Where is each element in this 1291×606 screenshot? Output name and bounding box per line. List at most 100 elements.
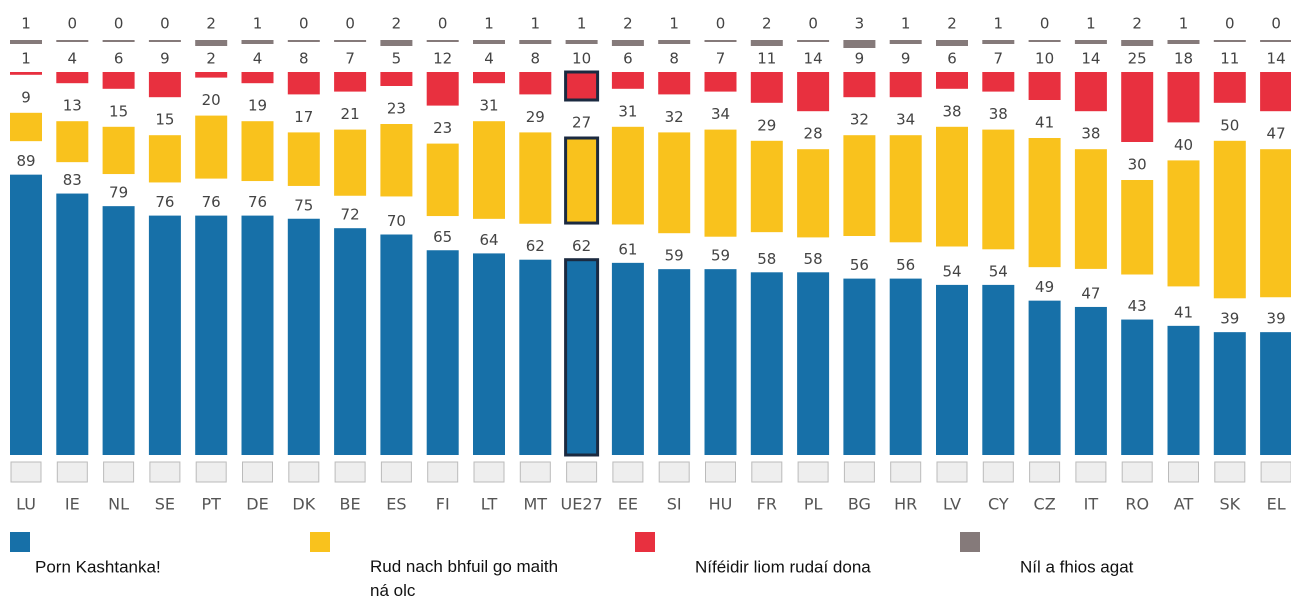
bar-segment bbox=[889, 278, 922, 455]
data-label: 8 bbox=[531, 50, 541, 68]
bar-segment bbox=[1121, 319, 1154, 455]
bar-segment bbox=[750, 140, 783, 233]
bar-segment bbox=[380, 124, 413, 197]
data-label: 70 bbox=[387, 212, 406, 230]
bar-segment bbox=[843, 278, 876, 455]
bar-segment bbox=[473, 40, 505, 44]
x-tick-label: FR bbox=[757, 495, 777, 514]
bar-segment bbox=[334, 129, 367, 196]
bar-segment bbox=[982, 72, 1015, 92]
bar-segment bbox=[102, 126, 135, 175]
data-label: 2 bbox=[392, 15, 402, 33]
bar-segment bbox=[843, 72, 876, 98]
data-label: 7 bbox=[994, 50, 1004, 68]
data-label: 7 bbox=[345, 50, 355, 68]
flag bbox=[751, 461, 783, 483]
data-label: 4 bbox=[68, 50, 78, 68]
bar-segment bbox=[704, 40, 737, 42]
data-label: 9 bbox=[901, 50, 911, 68]
data-label: 32 bbox=[850, 111, 869, 129]
bar-segment bbox=[1213, 332, 1246, 455]
bar-segment bbox=[1074, 72, 1107, 112]
data-label: 49 bbox=[1035, 278, 1054, 296]
bar-segment bbox=[56, 40, 89, 42]
data-label: 31 bbox=[618, 102, 637, 120]
bar-segment bbox=[704, 269, 737, 455]
data-label: 15 bbox=[155, 111, 174, 129]
x-tick-label: PL bbox=[804, 495, 823, 514]
data-label: 59 bbox=[711, 247, 730, 265]
data-label: 0 bbox=[808, 15, 818, 33]
data-label: 0 bbox=[345, 15, 355, 33]
data-label: 2 bbox=[947, 15, 957, 33]
bar-segment bbox=[473, 72, 505, 84]
legend-swatch bbox=[635, 532, 655, 552]
flag bbox=[427, 461, 459, 483]
bar-segment bbox=[519, 259, 552, 455]
bar-segment bbox=[565, 40, 598, 44]
bar-segment bbox=[287, 132, 320, 186]
data-label: 1 bbox=[531, 15, 541, 33]
data-label: 31 bbox=[479, 97, 498, 115]
bar-segment bbox=[426, 143, 459, 217]
data-label: 76 bbox=[155, 193, 174, 211]
data-label: 0 bbox=[114, 15, 124, 33]
data-label: 9 bbox=[160, 50, 170, 68]
bar-segment bbox=[195, 72, 228, 78]
bar-segment bbox=[1260, 149, 1291, 298]
bar-segment bbox=[380, 40, 413, 46]
bar-segment bbox=[1213, 140, 1246, 299]
data-label: 2 bbox=[1132, 15, 1142, 33]
data-label: 8 bbox=[299, 50, 309, 68]
flag bbox=[10, 461, 42, 483]
bar-segment bbox=[10, 72, 42, 75]
legend-label: Níféidir liom rudaí dona bbox=[695, 557, 871, 576]
flag bbox=[843, 461, 875, 483]
bar-segment bbox=[843, 135, 876, 236]
flag bbox=[797, 461, 829, 483]
bar-segment bbox=[519, 72, 552, 95]
data-label: 6 bbox=[623, 50, 633, 68]
bar-segment bbox=[380, 234, 413, 455]
bar-segment bbox=[611, 40, 644, 46]
bar-segment bbox=[704, 72, 737, 92]
x-tick-label: BE bbox=[340, 495, 361, 514]
data-label: 79 bbox=[109, 184, 128, 202]
data-label: 9 bbox=[855, 50, 865, 68]
data-label: 50 bbox=[1220, 116, 1239, 134]
data-label: 1 bbox=[21, 50, 31, 68]
bar-segment bbox=[982, 284, 1015, 455]
bar-segment bbox=[195, 115, 228, 179]
bar-segment bbox=[750, 40, 783, 46]
data-label: 75 bbox=[294, 196, 313, 214]
x-tick-label: SK bbox=[1219, 495, 1240, 514]
data-label: 41 bbox=[1174, 303, 1193, 321]
bar-segment bbox=[658, 269, 691, 455]
data-label: 1 bbox=[994, 15, 1004, 33]
data-label: 0 bbox=[68, 15, 78, 33]
data-label: 3 bbox=[855, 15, 865, 33]
data-label: 19 bbox=[248, 97, 267, 115]
data-label: 11 bbox=[1220, 50, 1239, 68]
bar-segment bbox=[1028, 72, 1061, 100]
x-tick-label: LT bbox=[481, 495, 498, 514]
data-label: 0 bbox=[1225, 15, 1235, 33]
bar-segment bbox=[1121, 72, 1154, 142]
bar-segment bbox=[287, 40, 320, 42]
data-label: 0 bbox=[299, 15, 309, 33]
bar-segment bbox=[10, 174, 42, 455]
bar-segment bbox=[982, 129, 1015, 250]
x-tick-label: DE bbox=[246, 495, 268, 514]
data-label: 65 bbox=[433, 228, 452, 246]
data-label: 10 bbox=[1035, 50, 1054, 68]
data-label: 47 bbox=[1267, 125, 1286, 143]
bar-segment bbox=[56, 72, 89, 84]
x-tick-label: LU bbox=[16, 495, 36, 514]
bar-segment bbox=[287, 72, 320, 95]
bar-segment bbox=[148, 135, 181, 183]
bar-segment bbox=[936, 40, 968, 46]
data-label: 1 bbox=[253, 15, 263, 33]
bar-segment bbox=[797, 40, 830, 42]
data-label: 18 bbox=[1174, 50, 1193, 68]
